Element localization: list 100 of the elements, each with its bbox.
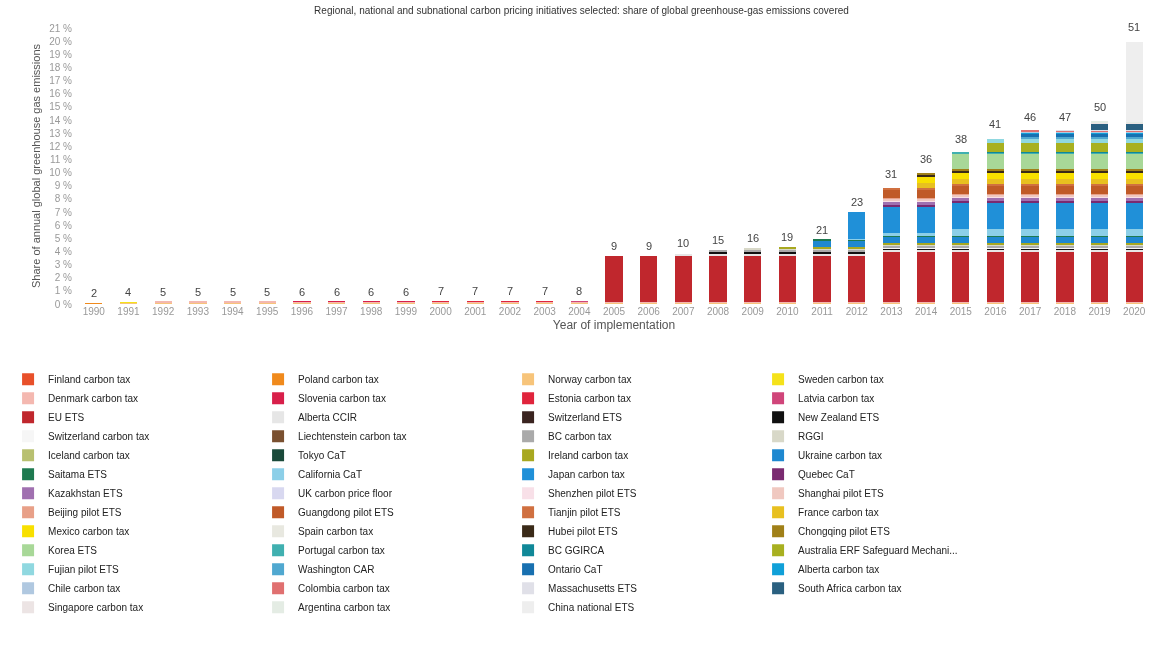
- legend-label: Argentina carbon tax: [298, 602, 391, 614]
- legend-label: Ukraine carbon tax: [798, 450, 883, 462]
- y-tick-label: 17 %: [49, 75, 73, 87]
- x-tick-label: 2018: [1053, 306, 1077, 317]
- legend-label: Slovenia carbon tax: [298, 393, 386, 405]
- annotation: 50: [1094, 101, 1107, 113]
- annotation: 21: [816, 224, 829, 236]
- chart-title: Regional, national and subnational carbon pricing initiatives selected: share of global greenhouse-gas emissions covered: [314, 4, 849, 16]
- legend-label: California CaT: [298, 469, 362, 481]
- y-tick-label: 5 %: [54, 232, 73, 244]
- x-tick-label: 2019: [1088, 306, 1112, 317]
- legend-label: Quebec CaT: [798, 469, 855, 481]
- x-tick-label: 2000: [429, 306, 453, 317]
- legend-label: Hubei pilot ETS: [548, 526, 618, 538]
- legend-label: Ontario CaT: [548, 564, 603, 576]
- y-axis-title: Share of annual global greenhouse gas emissions: [29, 43, 42, 288]
- x-tick-label: 1993: [186, 306, 210, 317]
- annotation: 36: [920, 153, 933, 165]
- legend-label: Guangdong pilot ETS: [298, 507, 395, 519]
- y-tick-label: 20 %: [49, 35, 73, 47]
- x-tick-label: 1991: [117, 306, 141, 317]
- y-tick-label: 6 %: [54, 219, 73, 231]
- annotation: 10: [677, 237, 690, 249]
- legend-label: Australia ERF Safeguard Mechani...: [798, 545, 958, 557]
- legend-label: Saitama ETS: [48, 469, 108, 481]
- x-tick-label: 2016: [984, 306, 1008, 317]
- legend-label: Shenzhen pilot ETS: [548, 488, 637, 500]
- legend-label: BC GGIRCA: [548, 545, 605, 557]
- x-tick-label: 1998: [360, 306, 383, 317]
- y-tick-label: 8 %: [54, 193, 73, 205]
- x-tick-label: 1996: [290, 306, 314, 317]
- annotation: 5: [160, 286, 167, 298]
- x-tick-label: 2007: [672, 306, 695, 317]
- legend-label: Poland carbon tax: [298, 374, 379, 386]
- legend-label: Washington CAR: [298, 564, 375, 576]
- legend-label: Chongqing pilot ETS: [798, 526, 891, 538]
- legend-label: RGGI: [798, 431, 824, 443]
- annotation: 16: [747, 232, 760, 244]
- annotation: 41: [989, 118, 1002, 130]
- annotation: 46: [1024, 111, 1037, 123]
- legend-label: South Africa carbon tax: [798, 583, 902, 595]
- legend-label: Denmark carbon tax: [48, 393, 139, 405]
- legend-label: Tokyo CaT: [298, 450, 346, 462]
- annotation: 23: [851, 196, 864, 208]
- annotation: 6: [403, 286, 410, 298]
- annotation: 6: [334, 286, 341, 298]
- x-tick-label: 2005: [602, 306, 626, 317]
- legend-label: Japan carbon tax: [548, 469, 625, 481]
- y-tick-label: 12 %: [49, 140, 73, 152]
- legend-label: Sweden carbon tax: [798, 374, 884, 386]
- legend-label: Mexico carbon tax: [48, 526, 130, 538]
- legend-label: Liechtenstein carbon tax: [298, 431, 407, 443]
- legend-label: Finland carbon tax: [48, 374, 131, 386]
- x-tick-label: 2004: [568, 306, 591, 317]
- y-tick-label: 16 %: [49, 88, 73, 100]
- x-tick-label: 1992: [152, 306, 175, 317]
- annotation: 51: [1128, 21, 1141, 33]
- annotation: 9: [611, 240, 618, 252]
- legend-label: EU ETS: [48, 412, 85, 424]
- annotation: 19: [781, 231, 794, 243]
- y-tick-label: 1 %: [54, 285, 73, 297]
- y-tick-label: 13 %: [49, 127, 73, 139]
- x-tick-label: 2017: [1019, 306, 1042, 317]
- y-tick-label: 18 %: [49, 61, 73, 73]
- x-tick-label: 2020: [1123, 306, 1146, 317]
- legend-label: Switzerland ETS: [548, 412, 623, 424]
- annotation: 8: [576, 285, 583, 297]
- y-tick-label: 0 %: [54, 298, 73, 310]
- x-tick-label: 1999: [394, 306, 418, 317]
- legend-label: Iceland carbon tax: [48, 450, 130, 462]
- x-tick-label: 2011: [811, 306, 834, 317]
- y-tick-label: 10 %: [49, 167, 73, 179]
- legend-label: Alberta carbon tax: [798, 564, 880, 576]
- y-tick-label: 3 %: [54, 259, 73, 271]
- legend-label: Estonia carbon tax: [548, 393, 631, 405]
- legend-label: BC carbon tax: [548, 431, 612, 443]
- legend-label: New Zealand ETS: [798, 412, 880, 424]
- annotation: 7: [507, 285, 514, 297]
- y-tick-label: 4 %: [54, 245, 73, 257]
- x-tick-label: 2002: [498, 306, 522, 317]
- x-tick-label: 1995: [256, 306, 279, 317]
- annotation: 6: [299, 286, 306, 298]
- annotation: 7: [472, 285, 479, 297]
- legend-label: Singapore carbon tax: [48, 602, 144, 614]
- y-tick-label: 21 %: [49, 22, 73, 34]
- x-tick-label: 2014: [914, 306, 938, 317]
- x-tick-label: 2013: [880, 306, 903, 317]
- legend-label: China national ETS: [548, 602, 635, 614]
- legend-label: Tianjin pilot ETS: [548, 507, 621, 519]
- annotation: 7: [438, 285, 445, 297]
- legend-label: Korea ETS: [48, 545, 98, 557]
- annotation: 5: [195, 286, 202, 298]
- annotation: 5: [230, 286, 237, 298]
- annotation: 9: [646, 240, 653, 252]
- legend-label: Beijing pilot ETS: [48, 507, 122, 519]
- x-tick-label: 2010: [776, 306, 799, 317]
- x-tick-label: 2006: [637, 306, 661, 317]
- annotation: 31: [885, 168, 898, 180]
- annotation: 5: [264, 286, 271, 298]
- annotation: 2: [91, 287, 98, 299]
